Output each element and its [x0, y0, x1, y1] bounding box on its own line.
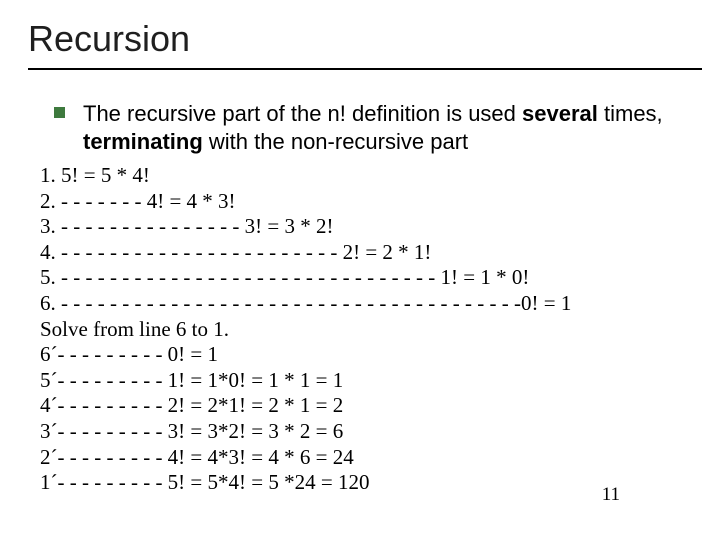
step-line: 3´- - - - - - - - - 3! = 3*2! = 3 * 2 = … — [40, 419, 702, 445]
step-line: 2. - - - - - - - 4! = 4 * 3! — [40, 189, 702, 215]
bullet-item: The recursive part of the n! definition … — [28, 100, 702, 155]
square-bullet-icon — [54, 107, 65, 118]
bullet-word-several: several — [522, 101, 598, 126]
bullet-word-terminating: terminating — [83, 129, 203, 154]
step-line: 1. 5! = 5 * 4! — [40, 163, 702, 189]
step-line: 3. - - - - - - - - - - - - - - - 3! = 3 … — [40, 214, 702, 240]
step-line: 4. - - - - - - - - - - - - - - - - - - -… — [40, 240, 702, 266]
slide-title: Recursion — [28, 18, 702, 70]
slide: Recursion The recursive part of the n! d… — [0, 0, 720, 540]
step-line: 2´- - - - - - - - - 4! = 4*3! = 4 * 6 = … — [40, 445, 702, 471]
step-line: 6´- - - - - - - - - 0! = 1 — [40, 342, 702, 368]
step-line: 4´- - - - - - - - - 2! = 2*1! = 2 * 1 = … — [40, 393, 702, 419]
bullet-text-pre: The recursive part of the n! definition … — [83, 101, 522, 126]
step-line: 5´- - - - - - - - - 1! = 1*0! = 1 * 1 = … — [40, 368, 702, 394]
bullet-text-post: with the non-recursive part — [203, 129, 468, 154]
step-line: Solve from line 6 to 1. — [40, 317, 702, 343]
step-line: 6. - - - - - - - - - - - - - - - - - - -… — [40, 291, 702, 317]
step-line: 5. - - - - - - - - - - - - - - - - - - -… — [40, 265, 702, 291]
page-number: 11 — [602, 484, 620, 506]
bullet-text-mid: times, — [604, 101, 663, 126]
bullet-text: The recursive part of the n! definition … — [83, 100, 682, 155]
steps-block: 1. 5! = 5 * 4! 2. - - - - - - - 4! = 4 *… — [28, 163, 702, 496]
